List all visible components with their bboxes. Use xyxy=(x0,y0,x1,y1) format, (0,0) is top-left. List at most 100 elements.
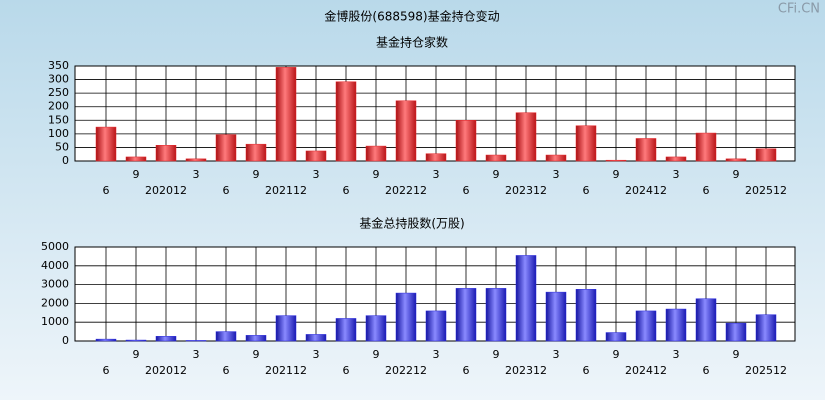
x-tick-label: 202012 xyxy=(145,364,187,377)
bar xyxy=(125,339,147,342)
bar xyxy=(95,126,117,162)
x-tick-label: 6 xyxy=(583,184,590,197)
bar xyxy=(665,308,687,342)
bar xyxy=(365,315,387,342)
x-tick-label: 3 xyxy=(673,168,680,181)
bar xyxy=(635,138,657,162)
x-tick-label: 3 xyxy=(673,348,680,361)
x-tick-label: 9 xyxy=(373,168,380,181)
bar xyxy=(395,100,417,162)
bar xyxy=(695,298,717,342)
bar xyxy=(155,145,177,162)
x-tick-label: 202112 xyxy=(265,364,307,377)
bar xyxy=(605,332,627,342)
bar xyxy=(575,289,597,342)
bar xyxy=(755,148,777,162)
bar xyxy=(185,340,207,342)
watermark: CFi.CN xyxy=(778,2,820,17)
x-tick-label: 9 xyxy=(613,348,620,361)
bar xyxy=(95,338,117,342)
y-tick-label: 5000 xyxy=(41,240,69,253)
x-tick-label: 202312 xyxy=(505,364,547,377)
bar xyxy=(365,145,387,162)
bar xyxy=(425,310,447,342)
bar xyxy=(215,331,237,342)
x-tick-label: 9 xyxy=(493,348,500,361)
x-tick-label: 9 xyxy=(133,168,140,181)
bar xyxy=(455,120,477,162)
x-tick-label: 6 xyxy=(223,364,230,377)
y-tick-label: 0 xyxy=(62,334,69,347)
bar xyxy=(245,335,267,342)
x-tick-label: 202212 xyxy=(385,184,427,197)
x-tick-label: 3 xyxy=(193,168,200,181)
x-tick-label: 6 xyxy=(583,364,590,377)
x-tick-label: 9 xyxy=(253,348,260,361)
page-title: 金博股份(688598)基金持仓变动 xyxy=(324,9,499,24)
x-tick-label: 3 xyxy=(553,168,560,181)
x-tick-label: 9 xyxy=(493,168,500,181)
y-tick-label: 50 xyxy=(55,140,69,153)
y-tick-label: 250 xyxy=(48,86,69,99)
bar xyxy=(125,156,147,162)
y-tick-label: 200 xyxy=(48,100,69,113)
x-tick-label: 6 xyxy=(463,184,470,197)
chart-title: 基金持仓家数 xyxy=(376,35,448,50)
x-tick-label: 202412 xyxy=(625,364,667,377)
bar xyxy=(755,314,777,342)
x-tick-label: 3 xyxy=(433,348,440,361)
bar xyxy=(155,336,177,342)
y-tick-label: 100 xyxy=(48,127,69,140)
y-tick-label: 150 xyxy=(48,113,69,126)
bar xyxy=(335,81,357,162)
chart-title: 基金总持股数(万股) xyxy=(359,216,464,231)
x-tick-label: 3 xyxy=(553,348,560,361)
bar xyxy=(305,334,327,342)
bar xyxy=(545,291,567,342)
bar xyxy=(245,143,267,162)
y-tick-label: 300 xyxy=(48,73,69,86)
y-tick-label: 1000 xyxy=(41,315,69,328)
bar xyxy=(515,255,537,342)
x-tick-label: 3 xyxy=(313,348,320,361)
y-tick-label: 4000 xyxy=(41,259,69,272)
x-tick-label: 202312 xyxy=(505,184,547,197)
bar xyxy=(485,288,507,342)
bar xyxy=(695,132,717,162)
bar xyxy=(275,67,297,162)
bar xyxy=(455,288,477,342)
x-tick-label: 9 xyxy=(253,168,260,181)
x-tick-label: 9 xyxy=(733,168,740,181)
x-tick-label: 6 xyxy=(463,364,470,377)
y-tick-label: 3000 xyxy=(41,278,69,291)
bar xyxy=(215,134,237,162)
y-tick-label: 2000 xyxy=(41,296,69,309)
x-tick-label: 6 xyxy=(703,184,710,197)
bar xyxy=(395,292,417,342)
x-tick-label: 202512 xyxy=(745,364,787,377)
bar xyxy=(275,315,297,342)
bar xyxy=(725,158,747,162)
bar xyxy=(305,150,327,162)
bar xyxy=(725,322,747,342)
bar xyxy=(545,154,567,162)
x-tick-label: 9 xyxy=(373,348,380,361)
x-tick-label: 9 xyxy=(133,348,140,361)
bar xyxy=(425,153,447,162)
x-tick-label: 6 xyxy=(223,184,230,197)
x-tick-label: 6 xyxy=(103,364,110,377)
x-tick-label: 202012 xyxy=(145,184,187,197)
x-tick-label: 6 xyxy=(343,364,350,377)
bar xyxy=(665,156,687,162)
x-tick-label: 6 xyxy=(103,184,110,197)
bar xyxy=(335,318,357,342)
x-tick-label: 3 xyxy=(193,348,200,361)
x-tick-label: 202112 xyxy=(265,184,307,197)
bar xyxy=(605,159,627,162)
x-tick-label: 202512 xyxy=(745,184,787,197)
y-tick-label: 350 xyxy=(48,59,69,72)
bar xyxy=(635,310,657,342)
x-tick-label: 3 xyxy=(433,168,440,181)
x-tick-label: 202212 xyxy=(385,364,427,377)
